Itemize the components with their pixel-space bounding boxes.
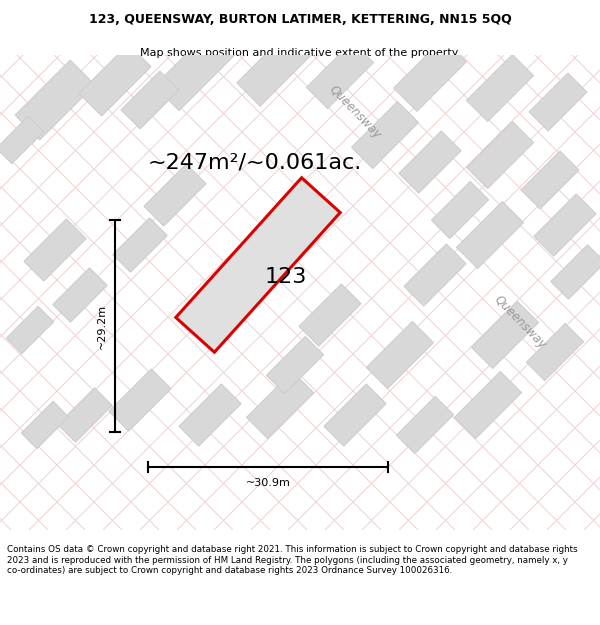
Polygon shape [266, 336, 323, 394]
Text: 123: 123 [265, 267, 307, 287]
Polygon shape [15, 60, 95, 140]
Polygon shape [237, 30, 313, 106]
Polygon shape [7, 306, 53, 354]
Text: ~29.2m: ~29.2m [97, 303, 107, 349]
Polygon shape [352, 101, 419, 169]
Polygon shape [431, 181, 488, 239]
Polygon shape [0, 116, 44, 164]
Text: Contains OS data © Crown copyright and database right 2021. This information is : Contains OS data © Crown copyright and d… [7, 545, 578, 575]
Text: Queensway: Queensway [326, 82, 383, 141]
Polygon shape [113, 217, 167, 272]
Polygon shape [22, 401, 68, 449]
Polygon shape [307, 41, 374, 109]
Polygon shape [367, 321, 434, 389]
Polygon shape [457, 201, 524, 269]
Text: Queensway: Queensway [491, 292, 548, 351]
Polygon shape [534, 194, 596, 256]
Polygon shape [397, 396, 454, 454]
Polygon shape [526, 323, 584, 381]
Text: Map shows position and indicative extent of the property.: Map shows position and indicative extent… [140, 48, 460, 58]
Polygon shape [109, 369, 171, 431]
Polygon shape [551, 245, 600, 299]
Polygon shape [399, 131, 461, 193]
Polygon shape [179, 384, 241, 446]
Polygon shape [79, 44, 151, 116]
Polygon shape [472, 301, 539, 369]
Polygon shape [529, 73, 587, 131]
Polygon shape [394, 39, 466, 111]
Text: ~30.9m: ~30.9m [245, 478, 290, 488]
Polygon shape [521, 151, 579, 209]
Polygon shape [176, 177, 340, 352]
Polygon shape [58, 388, 112, 442]
Polygon shape [404, 244, 466, 306]
Polygon shape [144, 164, 206, 226]
Polygon shape [466, 54, 533, 122]
Polygon shape [299, 284, 361, 346]
Text: ~247m²/~0.061ac.: ~247m²/~0.061ac. [148, 152, 362, 172]
Polygon shape [247, 371, 314, 439]
Polygon shape [24, 219, 86, 281]
Polygon shape [454, 371, 521, 439]
Polygon shape [53, 268, 107, 322]
Polygon shape [121, 71, 179, 129]
Polygon shape [154, 29, 236, 111]
Text: 123, QUEENSWAY, BURTON LATIMER, KETTERING, NN15 5QQ: 123, QUEENSWAY, BURTON LATIMER, KETTERIN… [89, 13, 511, 26]
Polygon shape [324, 384, 386, 446]
Polygon shape [466, 121, 533, 189]
